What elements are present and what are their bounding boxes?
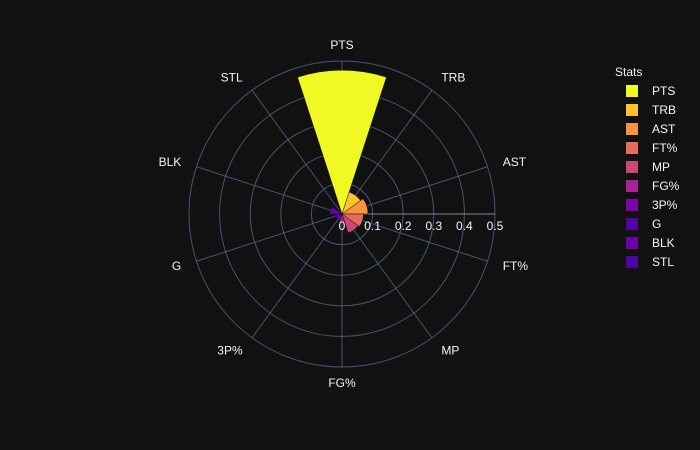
legend-item[interactable]: BLK <box>615 233 679 252</box>
radial-tick-label: 0.1 <box>364 219 381 233</box>
legend-label: 3P% <box>652 197 678 212</box>
grid-spoke <box>196 166 343 215</box>
angular-label: G <box>172 259 181 273</box>
grid-spoke <box>251 89 343 215</box>
legend-item[interactable]: 3P% <box>615 195 679 214</box>
axis-labels: PTS TRB AST FT% MP FG% 3P% G BLK STL 0 0.1 0.2 0.3 0.4… <box>159 38 529 390</box>
legend-label: FG% <box>652 178 680 193</box>
legend-item[interactable]: TRB <box>615 100 679 119</box>
legend-swatch <box>626 84 638 97</box>
polar-grid <box>188 60 496 368</box>
legend-swatch <box>626 198 638 211</box>
bar-ft-pct <box>341 213 364 227</box>
grid-spoke <box>341 213 488 262</box>
angular-label: 3P% <box>217 344 243 358</box>
legend-swatch <box>626 103 638 116</box>
angular-label: TRB <box>441 70 465 84</box>
angular-label: FG% <box>328 376 356 390</box>
legend-label: TRB <box>652 102 676 117</box>
legend-swatch <box>626 141 638 154</box>
bar-blk <box>329 206 343 215</box>
legend-label: PTS <box>652 83 676 98</box>
legend-label: AST <box>652 121 676 136</box>
legend: Stats PTS TRB AST FT% MP FG% 3P% G BLK STL <box>615 63 679 271</box>
angular-label: STL <box>221 70 243 84</box>
legend-item[interactable]: MP <box>615 157 679 176</box>
legend-label: STL <box>652 254 675 269</box>
legend-swatch <box>626 160 638 173</box>
legend-items: PTS TRB AST FT% MP FG% 3P% G BLK STL <box>615 81 679 271</box>
radial-tick-label: 0.3 <box>425 219 442 233</box>
legend-label: FT% <box>652 140 678 155</box>
bar-ast <box>341 198 369 215</box>
legend-title: Stats <box>615 65 643 79</box>
angular-label: MP <box>441 344 459 358</box>
legend-swatch <box>626 122 638 135</box>
angular-label: BLK <box>159 155 182 169</box>
legend-swatch <box>626 179 638 192</box>
angular-label: AST <box>503 155 527 169</box>
bar-stl <box>337 209 343 215</box>
radial-tick-label: 0.2 <box>395 219 412 233</box>
angular-label: FT% <box>503 259 529 273</box>
legend-label: MP <box>652 159 670 174</box>
angular-label: PTS <box>330 38 353 52</box>
grid-spoke <box>341 213 433 339</box>
radial-tick-label: 0.4 <box>456 219 473 233</box>
legend-swatch <box>626 236 638 249</box>
bar-pts <box>297 69 387 215</box>
legend-swatch <box>626 217 638 230</box>
legend-item[interactable]: AST <box>615 119 679 138</box>
grid-spoke <box>341 89 433 215</box>
legend-label: BLK <box>652 235 675 250</box>
legend-item[interactable]: G <box>615 214 679 233</box>
legend-swatch <box>626 255 638 268</box>
legend-item[interactable]: FT% <box>615 138 679 157</box>
legend-label: G <box>652 216 662 231</box>
legend-item[interactable]: STL <box>615 252 679 271</box>
bar-mp <box>341 213 359 234</box>
radial-tick-label: 0.5 <box>487 219 504 233</box>
legend-item[interactable]: PTS <box>615 81 679 100</box>
bar-fg-pct <box>338 213 346 224</box>
legend-item[interactable]: FG% <box>615 176 679 195</box>
radial-tick-label: 0 <box>339 219 346 233</box>
polar-bars <box>297 69 387 234</box>
grid-spoke <box>251 213 343 339</box>
grid-spoke <box>196 213 343 262</box>
